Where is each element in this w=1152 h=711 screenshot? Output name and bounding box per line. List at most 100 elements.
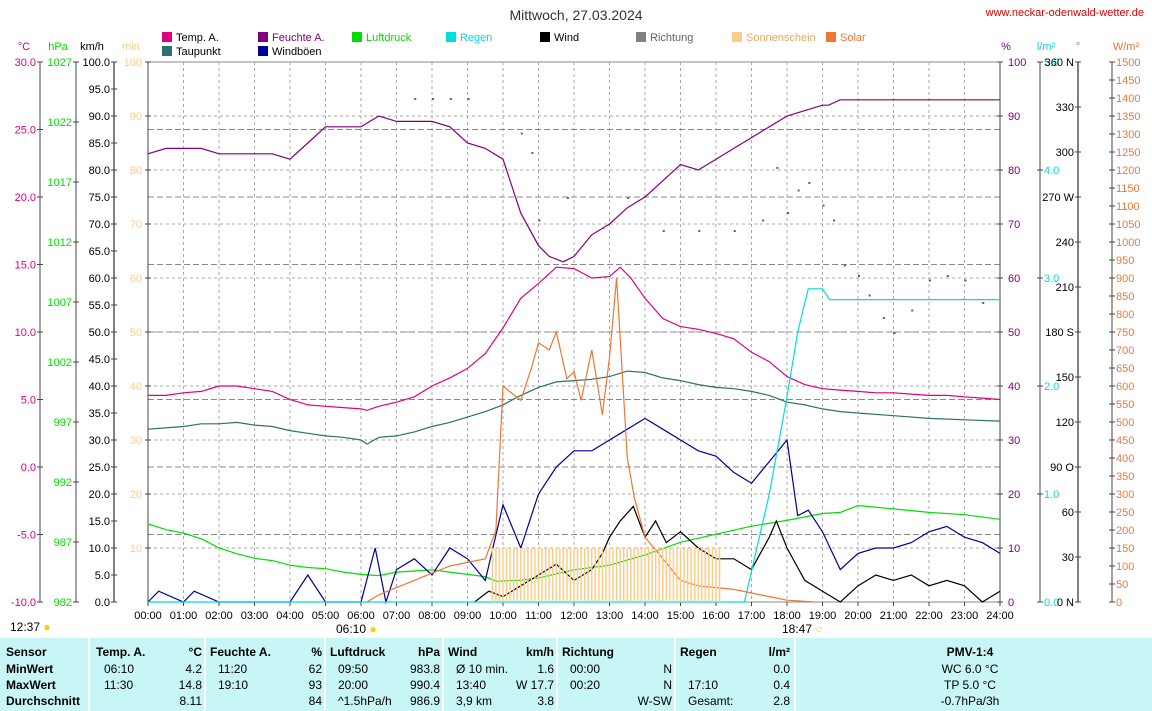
direction-axis-tick-label: 90 O — [1050, 462, 1074, 474]
footer-value: 84 — [308, 694, 322, 708]
x-tick-label: 17:00 — [738, 610, 766, 622]
pressure-axis-tick-label: 1002 — [48, 357, 72, 369]
footer-row-label: MaxWert — [6, 678, 56, 692]
temp-axis-tick-label: -5.0 — [17, 530, 36, 542]
solar-axis-tick-label: 750 — [1116, 327, 1134, 339]
direction-point — [467, 98, 470, 100]
direction-point — [698, 230, 701, 232]
direction-point — [911, 309, 914, 312]
wind-axis-tick-label: 60.0 — [89, 273, 110, 285]
footer-value: 983.8 — [409, 662, 440, 676]
footer-separator — [674, 638, 676, 711]
wind-axis-tick-label: 25.0 — [89, 462, 110, 474]
footer-value: 62 — [308, 662, 322, 676]
legend-label: Solar — [840, 32, 866, 44]
footer-value: 0.4 — [773, 678, 790, 692]
series — [147, 98, 1001, 605]
pressure-axis-tick-label: 1012 — [48, 237, 72, 249]
solar-axis-tick-label: 1350 — [1116, 111, 1140, 123]
direction-point — [733, 230, 736, 232]
wind-axis-tick-label: 45.0 — [89, 354, 110, 366]
legend-label: Regen — [460, 32, 492, 44]
grid — [147, 61, 1001, 603]
footer-time: 09:50 — [338, 662, 369, 676]
sun-axis-tick-label: 30 — [130, 435, 142, 447]
site-link[interactable]: www.neckar-odenwald-wetter.de — [985, 7, 1144, 19]
pressure-axis-tick-label: 1027 — [48, 57, 72, 69]
wind-axis-tick-label: 90.0 — [89, 111, 110, 123]
sun-axis-tick-label: 10 — [130, 543, 142, 555]
footer-value: W-SW — [637, 694, 672, 708]
x-tick-label: 07:00 — [383, 610, 411, 622]
solar-axis-tick-label: 150 — [1116, 543, 1134, 555]
sun-axis-tick-label: 70 — [130, 219, 142, 231]
solar-axis-tick-label: 200 — [1116, 525, 1134, 537]
footer-time: 20:00 — [338, 678, 369, 692]
pressure-axis-tick-label: 1022 — [48, 117, 72, 129]
stats-footer: Sensor MinWert MaxWert Durchschnitt Temp. A.… — [0, 638, 1152, 711]
sun-axis-tick-label: 40 — [130, 381, 142, 393]
noon-time: 12:37 — [10, 620, 41, 634]
rain-axis-tick-label: 5.0 — [1044, 57, 1059, 69]
direction-point — [833, 219, 836, 222]
direction-axis-tick-label: 240 — [1056, 237, 1074, 249]
footer-unit: % — [311, 645, 322, 659]
footer-time: ^1.5hPa/h — [338, 694, 392, 708]
solar-axis-tick-label: 950 — [1116, 255, 1134, 267]
sun-axis-tick-label: 90 — [130, 111, 142, 123]
footer-header: PMV-1:4 — [946, 645, 994, 659]
axis-unit: min — [122, 41, 140, 53]
direction-point — [893, 332, 896, 334]
legend-swatch — [162, 46, 172, 56]
x-tick-label: 06:00 — [347, 610, 375, 622]
direction-axis-tick-label: 120 — [1056, 417, 1074, 429]
solar-axis-tick-label: 800 — [1116, 309, 1134, 321]
humidity-axis-tick-label: 30 — [1008, 435, 1020, 447]
wind-axis-tick-label: 75.0 — [89, 192, 110, 204]
humidity-axis-tick-label: 10 — [1008, 543, 1020, 555]
direction-point — [662, 230, 665, 232]
temp-axis-tick-label: -10.0 — [11, 597, 36, 609]
legend-swatch — [352, 32, 362, 42]
footer-unit: km/h — [525, 645, 554, 659]
solar-axis-tick-label: 700 — [1116, 345, 1134, 357]
axis-unit: W/m² — [1113, 41, 1140, 53]
legend-swatch — [258, 46, 268, 56]
footer-value: N — [663, 662, 672, 676]
footer-time: 19:10 — [218, 678, 249, 692]
pressure-axis-tick-label: 982 — [54, 597, 72, 609]
direction-point — [627, 197, 630, 199]
pressure-axis-tick-label: 1007 — [48, 297, 72, 309]
wind-axis-tick-label: 85.0 — [89, 138, 110, 150]
wind-axis-tick-label: 15.0 — [89, 516, 110, 528]
footer-value: 2.8 — [773, 694, 790, 708]
solar-axis-tick-label: 1100 — [1116, 201, 1140, 213]
footer-time: Gesamt: — [688, 694, 734, 708]
direction-axis-tick-label: 210 — [1056, 282, 1074, 294]
series-line — [366, 277, 815, 603]
x-tick-label: 19:00 — [809, 610, 837, 622]
wind-axis-tick-label: 95.0 — [89, 84, 110, 96]
sunrise-time: 06:10 — [336, 622, 367, 636]
axis-unit: l/m² — [1037, 41, 1056, 53]
weather-chart: Mittwoch, 27.03.2024 www.neckar-odenwald… — [11, 7, 1144, 622]
pressure-axis-tick-label: 1017 — [48, 177, 72, 189]
sunrise-label: 06:10 ● — [336, 622, 377, 636]
humidity-axis-tick-label: 20 — [1008, 489, 1020, 501]
direction-point — [414, 98, 417, 100]
sun-axis-tick-label: 80 — [130, 165, 142, 177]
sunset-time: 18:47 — [782, 622, 813, 636]
series-line — [147, 504, 1001, 582]
pressure-axis-tick-label: 987 — [54, 537, 72, 549]
x-tick-label: 01:00 — [170, 610, 198, 622]
direction-point — [449, 98, 452, 100]
x-tick-label: 24:00 — [986, 610, 1014, 622]
solar-axis-tick-label: 1050 — [1116, 219, 1140, 231]
humidity-axis-tick-label: 0 — [1008, 597, 1014, 609]
direction-point — [822, 204, 825, 207]
humidity-axis-tick-label: 40 — [1008, 381, 1020, 393]
legend-swatch — [636, 32, 646, 42]
sunset-label: 18:47 ○ — [782, 622, 823, 636]
footer-unit: hPa — [417, 645, 440, 659]
footer-unit: l/m² — [768, 645, 790, 659]
